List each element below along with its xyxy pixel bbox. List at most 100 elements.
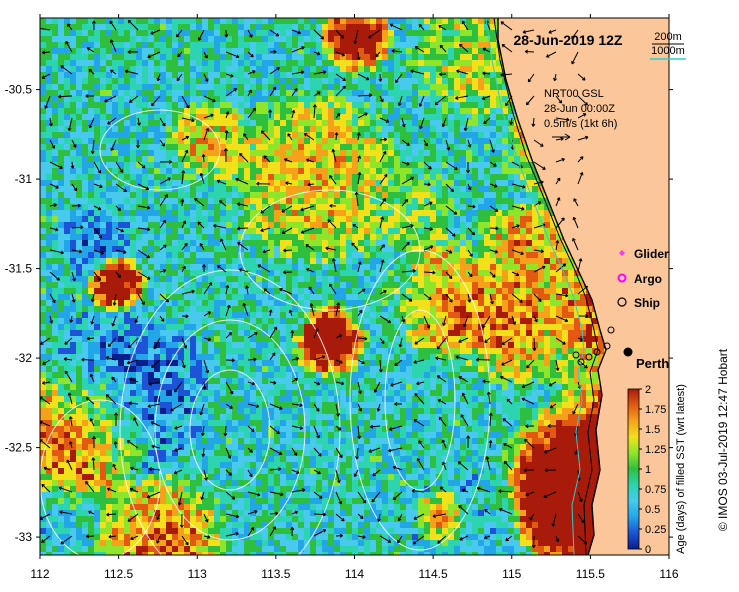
sst-cell: [394, 324, 400, 330]
sst-cell: [484, 60, 490, 66]
sst-cell: [40, 324, 46, 330]
sst-cell: [400, 288, 406, 294]
sst-cell: [490, 102, 496, 108]
sst-cell: [376, 264, 382, 270]
sst-cell: [220, 192, 226, 198]
sst-cell: [100, 102, 106, 108]
sst-cell: [262, 156, 268, 162]
sst-cell: [52, 126, 58, 132]
sst-cell: [250, 102, 256, 108]
sst-cell: [76, 252, 82, 258]
sst-cell: [304, 144, 310, 150]
sst-cell: [358, 66, 364, 72]
sst-cell: [394, 120, 400, 126]
sst-cell: [430, 114, 436, 120]
sst-cell: [310, 276, 316, 282]
sst-cell: [166, 90, 172, 96]
sst-cell: [124, 174, 130, 180]
sst-cell: [262, 192, 268, 198]
sst-cell: [148, 300, 154, 306]
sst-cell: [454, 24, 460, 30]
sst-cell: [82, 216, 88, 222]
sst-cell: [106, 72, 112, 78]
sst-cell: [562, 312, 568, 318]
sst-cell: [190, 300, 196, 306]
sst-cell: [178, 114, 184, 120]
sst-cell: [262, 18, 268, 24]
sst-cell: [340, 48, 346, 54]
sst-cell: [508, 180, 514, 186]
sst-cell: [148, 192, 154, 198]
sst-cell: [274, 60, 280, 66]
sst-cell: [202, 168, 208, 174]
sst-cell: [148, 90, 154, 96]
sst-cell: [208, 132, 214, 138]
sst-cell: [484, 132, 490, 138]
sst-cell: [94, 282, 100, 288]
sst-cell: [430, 18, 436, 24]
sst-cell: [436, 288, 442, 294]
sst-cell: [178, 54, 184, 60]
sst-cell: [88, 318, 94, 324]
sst-cell: [478, 138, 484, 144]
sst-cell: [262, 48, 268, 54]
sst-cell: [370, 126, 376, 132]
sst-cell: [208, 216, 214, 222]
sst-cell: [154, 186, 160, 192]
sst-cell: [412, 264, 418, 270]
sst-cell: [52, 114, 58, 120]
sst-cell: [442, 210, 448, 216]
sst-cell: [58, 306, 64, 312]
sst-cell: [292, 96, 298, 102]
sst-cell: [226, 120, 232, 126]
sst-cell: [172, 48, 178, 54]
sst-cell: [196, 144, 202, 150]
sst-cell: [460, 216, 466, 222]
sst-cell: [142, 24, 148, 30]
sst-cell: [514, 138, 520, 144]
sst-cell: [226, 312, 232, 318]
sst-cell: [64, 48, 70, 54]
sst-cell: [412, 156, 418, 162]
sst-cell: [172, 84, 178, 90]
sst-cell: [148, 318, 154, 324]
sst-cell: [418, 270, 424, 276]
sst-cell: [94, 24, 100, 30]
sst-cell: [262, 120, 268, 126]
sst-cell: [142, 78, 148, 84]
sst-cell: [76, 54, 82, 60]
sst-cell: [340, 54, 346, 60]
sst-cell: [232, 120, 238, 126]
sst-cell: [466, 318, 472, 324]
sst-cell: [364, 210, 370, 216]
sst-cell: [82, 120, 88, 126]
sst-cell: [382, 90, 388, 96]
sst-cell: [88, 150, 94, 156]
sst-cell: [514, 174, 520, 180]
sst-cell: [472, 18, 478, 24]
sst-cell: [154, 192, 160, 198]
sst-cell: [184, 264, 190, 270]
sst-cell: [82, 258, 88, 264]
sst-cell: [208, 156, 214, 162]
sst-cell: [376, 96, 382, 102]
sst-cell: [430, 210, 436, 216]
sst-cell: [472, 144, 478, 150]
sst-cell: [448, 132, 454, 138]
sst-cell: [484, 294, 490, 300]
sst-cell: [556, 282, 562, 288]
sst-cell: [484, 216, 490, 222]
sst-cell: [472, 258, 478, 264]
sst-cell: [88, 222, 94, 228]
sst-cell: [454, 90, 460, 96]
sst-cell: [430, 174, 436, 180]
sst-cell: [232, 48, 238, 54]
sst-cell: [94, 234, 100, 240]
sst-cell: [298, 270, 304, 276]
sst-cell: [196, 42, 202, 48]
sst-cell: [496, 234, 502, 240]
sst-cell: [76, 120, 82, 126]
sst-cell: [214, 84, 220, 90]
sst-cell: [100, 270, 106, 276]
sst-cell: [250, 168, 256, 174]
